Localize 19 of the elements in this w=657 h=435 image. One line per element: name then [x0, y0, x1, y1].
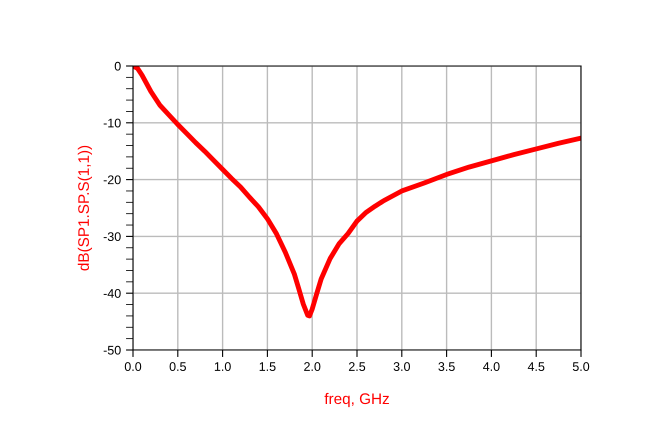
y-tick-label: -40 — [104, 289, 121, 298]
y-axis-title: dB(SP1.SP.S(1,1)) — [78, 146, 92, 270]
x-tick-label: 3.5 — [438, 362, 455, 371]
y-tick-label: -50 — [104, 346, 121, 355]
x-tick-label: 2.0 — [304, 362, 320, 371]
x-tick-label: 1.0 — [214, 362, 231, 371]
x-tick-label: 4.0 — [483, 362, 500, 371]
x-tick-label: 4.5 — [528, 362, 544, 371]
y-tick-label: 0 — [114, 62, 121, 71]
y-tick-label: -20 — [104, 175, 121, 184]
x-tick-label: 2.5 — [348, 362, 366, 371]
x-tick-label: 5.0 — [572, 362, 590, 371]
x-tick-label: 3.0 — [394, 362, 410, 371]
y-tick-label: -30 — [104, 232, 121, 242]
y-tick-label: -10 — [104, 118, 121, 128]
x-tick-label: 0.5 — [170, 362, 186, 371]
x-tick-label: 1.5 — [260, 362, 276, 371]
x-tick-label: 0.0 — [124, 362, 142, 371]
x-axis-title: freq, GHz — [324, 392, 389, 408]
